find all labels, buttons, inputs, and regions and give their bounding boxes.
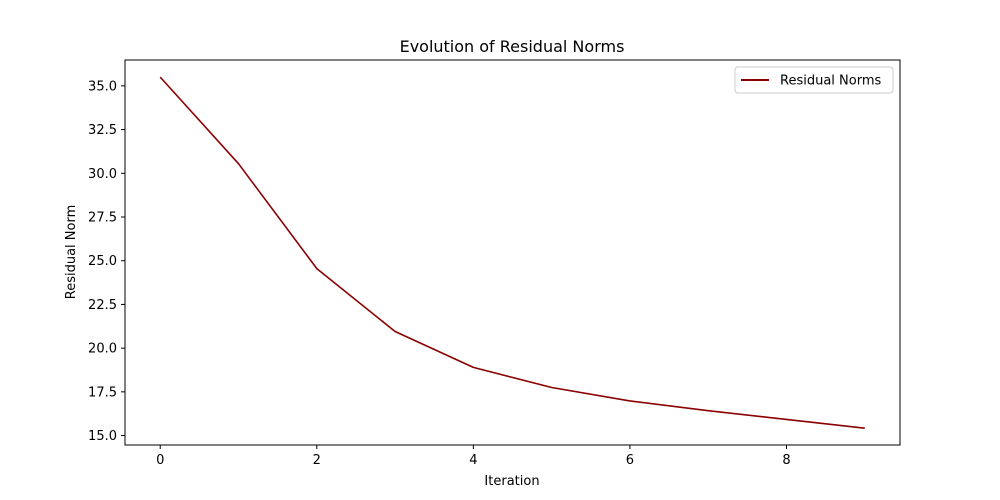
series-line-residual-norms bbox=[159, 76, 865, 430]
x-tick-label: 2 bbox=[313, 453, 321, 468]
legend-box bbox=[734, 66, 894, 94]
y-tick-label: 25.0 bbox=[88, 254, 117, 269]
y-tick-label: 35.0 bbox=[88, 79, 117, 94]
y-tick-label: 30.0 bbox=[88, 167, 117, 182]
y-axis: 15.0 17.5 20.0 22.5 25.0 27.5 30.0 32.5 35.0 bbox=[88, 79, 125, 444]
y-tick-label: 32.5 bbox=[88, 123, 117, 138]
x-axis-label: Iteration bbox=[484, 474, 539, 489]
x-tick-label: 0 bbox=[156, 453, 164, 468]
y-tick-label: 17.5 bbox=[88, 385, 117, 400]
y-tick-label: 20.0 bbox=[88, 342, 117, 357]
x-tick-label: 4 bbox=[469, 453, 477, 468]
x-axis: 0 2 4 6 8 bbox=[156, 445, 791, 468]
chart-title: Evolution of Residual Norms bbox=[400, 37, 625, 56]
plot-area bbox=[124, 59, 901, 446]
y-tick-label: 15.0 bbox=[88, 429, 117, 444]
legend: Residual Norms bbox=[734, 66, 894, 94]
y-tick-label: 22.5 bbox=[88, 298, 117, 313]
y-axis-label: Residual Norm bbox=[64, 205, 79, 300]
x-tick-label: 8 bbox=[782, 453, 790, 468]
series-layer bbox=[159, 76, 865, 430]
legend-label: Residual Norms bbox=[780, 74, 881, 89]
y-tick-label: 27.5 bbox=[88, 211, 117, 226]
x-tick-label: 6 bbox=[626, 453, 634, 468]
